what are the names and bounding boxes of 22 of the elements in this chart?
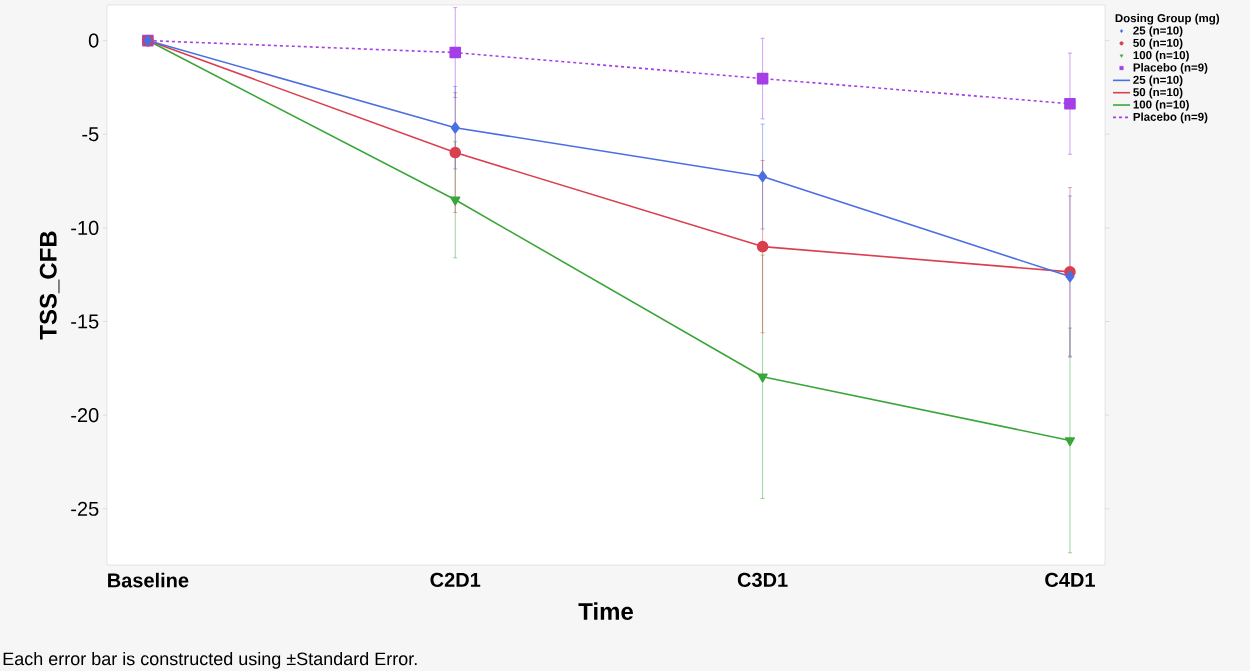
y-axis-title: TSS_CFB	[39, 231, 60, 340]
text: 25 (n=10)	[1133, 75, 1183, 87]
text: 50 (n=10)	[1133, 87, 1183, 99]
legend-title: Dosing Group (mg)	[1115, 13, 1220, 25]
x-axis-title: Time	[578, 602, 633, 620]
x-tick-label: Baseline	[108, 572, 189, 588]
legend-label: 25 (n=10)	[1133, 26, 1183, 37]
text: Placebo (n=9)	[1133, 112, 1208, 124]
text: 100 (n=10)	[1133, 100, 1189, 111]
legend-label: Placebo (n=9)	[1133, 63, 1208, 74]
text: Each error bar is constructed using ±Standard Error.	[3, 652, 417, 669]
y-tick-label: 0	[88, 33, 99, 48]
y-tick-label: -25	[71, 501, 99, 516]
y-tick-label: -15	[71, 314, 99, 329]
y-tick-label: -20	[71, 408, 99, 423]
x-tick-label: C2D1	[430, 572, 481, 587]
x-tick-label: C3D1	[737, 572, 788, 587]
legend-label: 50 (n=10)	[1133, 38, 1183, 50]
x-tick-label: C4D1	[1045, 572, 1095, 587]
legend-label: 100 (n=10)	[1133, 50, 1189, 62]
y-tick-label: -10	[71, 220, 99, 235]
y-tick-label: -5	[82, 127, 99, 142]
